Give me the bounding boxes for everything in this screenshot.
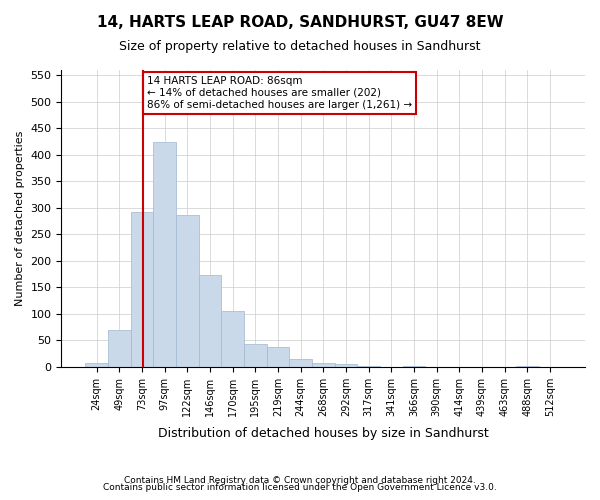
Bar	[108, 330, 131, 367]
Bar	[153, 142, 176, 367]
Bar	[357, 366, 380, 367]
Text: Size of property relative to detached houses in Sandhurst: Size of property relative to detached ho…	[119, 40, 481, 53]
Bar	[289, 359, 312, 367]
Bar	[85, 362, 108, 367]
Bar	[176, 214, 199, 367]
Bar	[221, 311, 244, 367]
Bar	[335, 364, 357, 367]
Bar	[131, 212, 153, 367]
Bar	[199, 275, 221, 367]
Bar	[244, 344, 266, 367]
Bar	[516, 366, 539, 367]
Bar	[312, 362, 335, 367]
Bar	[266, 346, 289, 367]
Text: 14, HARTS LEAP ROAD, SANDHURST, GU47 8EW: 14, HARTS LEAP ROAD, SANDHURST, GU47 8EW	[97, 15, 503, 30]
Text: Contains HM Land Registry data © Crown copyright and database right 2024.: Contains HM Land Registry data © Crown c…	[124, 476, 476, 485]
Bar	[403, 366, 425, 367]
Text: 14 HARTS LEAP ROAD: 86sqm
← 14% of detached houses are smaller (202)
86% of semi: 14 HARTS LEAP ROAD: 86sqm ← 14% of detac…	[147, 76, 412, 110]
X-axis label: Distribution of detached houses by size in Sandhurst: Distribution of detached houses by size …	[158, 427, 488, 440]
Text: Contains public sector information licensed under the Open Government Licence v3: Contains public sector information licen…	[103, 484, 497, 492]
Y-axis label: Number of detached properties: Number of detached properties	[15, 130, 25, 306]
